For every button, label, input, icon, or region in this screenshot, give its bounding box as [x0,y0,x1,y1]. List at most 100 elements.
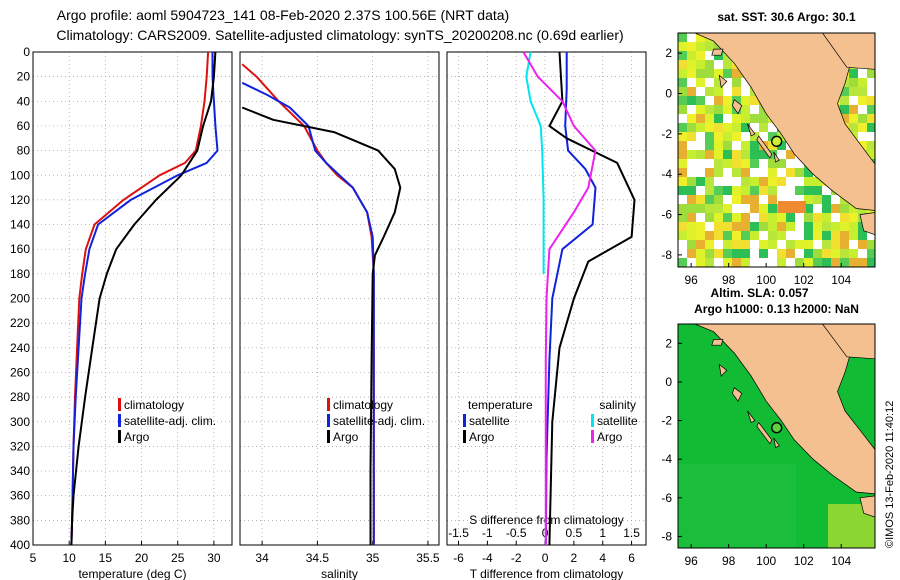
sst-cell [813,213,822,222]
sst-cell [696,249,705,258]
sst-cell [705,150,714,159]
series-temperature-argo [548,51,636,546]
sst-cell [687,60,696,69]
sst-cell [678,105,687,114]
sst-cell [705,240,714,249]
map-x-tick-label: 100 [756,554,776,568]
sst-cell [723,150,732,159]
land-island [773,151,780,163]
sst-cell [687,132,696,141]
sst-cell [840,96,849,105]
sst-cell [777,159,786,168]
sst-cell [849,69,858,78]
map-x-tick-label: 100 [756,273,776,287]
sst-cell [804,168,813,177]
sst-cell [714,78,723,87]
x-tick-label: -2 [511,551,522,565]
sst-cell [687,240,696,249]
argo-float-fill [772,137,781,146]
sst-cell [723,96,732,105]
sst-cell [777,213,786,222]
sst-cell [732,195,741,204]
sst-cell [714,123,723,132]
sla-patch [678,464,797,548]
sst-cell [822,195,831,204]
sst-cell [723,240,732,249]
sst-cell [678,258,687,267]
legend-t-climatology-label: climatology [124,398,184,412]
land-island [756,421,773,445]
panel-temperature: 5 10 15 20 25 30 temperature (deg C) 0 20 40 60 80 1… [10,45,233,580]
sst-cell [858,240,867,249]
legend-s-satellite-swatch [327,414,330,427]
y-tick-label: 240 [10,341,30,355]
sst-cell [687,87,696,96]
sst-cell [813,186,822,195]
land-island [732,99,743,115]
header-line2: Climatology: CARS2009. Satellite-adjuste… [56,27,623,43]
sst-cell [858,123,867,132]
sst-cell [714,186,723,195]
legend-t-argo-swatch [118,430,121,443]
land-malaysia [822,33,875,70]
sst-cell [813,258,822,267]
sst-cell [741,150,750,159]
sst-cell [840,87,849,96]
sst-cell [777,222,786,231]
sst-cell [804,258,813,267]
sst-cell [714,105,723,114]
sst-cell [750,177,759,186]
sst-cell [741,195,750,204]
sst-cell [750,114,759,123]
sst-cell [867,150,875,159]
sst-cell [723,69,732,78]
panel-difference: -6 -4 -2 0 2 4 6 T difference from climatology -… [446,51,647,580]
sst-cell [714,159,723,168]
sst-cell [678,123,687,132]
sst-cell [750,96,759,105]
sst-cell [696,78,705,87]
sst-cell [687,222,696,231]
sst-cell [822,222,831,231]
x-tick-label: 20 [135,551,149,565]
sst-cell [804,222,813,231]
map-x-tick-label: 102 [794,554,814,568]
sst-cell [741,141,750,150]
sst-warm-patch [778,201,806,213]
land-island [756,135,773,159]
sst-cell [678,33,687,42]
sst-cell [696,231,705,240]
sst-cell [696,195,705,204]
map-y-tick-label: -4 [661,167,672,181]
sst-cell [732,150,741,159]
sst-cell [822,204,831,213]
map-y-tick-label: -8 [661,248,672,262]
sst-cell [687,69,696,78]
x-tick-label: 2 [571,551,578,565]
sst-cell [723,141,732,150]
sst-cell [849,213,858,222]
sst-cell [732,213,741,222]
x2-tick-label: 0.5 [566,526,583,540]
sst-cell [714,168,723,177]
sst-cell [840,213,849,222]
y-tick-label: 300 [10,415,30,429]
x-tick-label: 25 [171,551,185,565]
sst-cell [705,204,714,213]
x-tick-label: 5 [30,551,37,565]
sst-cell [687,123,696,132]
sst-cell [768,213,777,222]
sst-cell [696,240,705,249]
sst-cell [741,96,750,105]
map-title-line1: Altim. SLA: 0.057 [710,286,808,300]
sst-cell [687,249,696,258]
sst-cell [732,123,741,132]
sst-cell [714,222,723,231]
sst-cell [804,249,813,258]
sst-cell [705,69,714,78]
sst-cell [768,186,777,195]
sst-cell [786,249,795,258]
sst-cell [750,132,759,141]
sst-cell [750,159,759,168]
legend-s-climatology-swatch [327,398,330,411]
